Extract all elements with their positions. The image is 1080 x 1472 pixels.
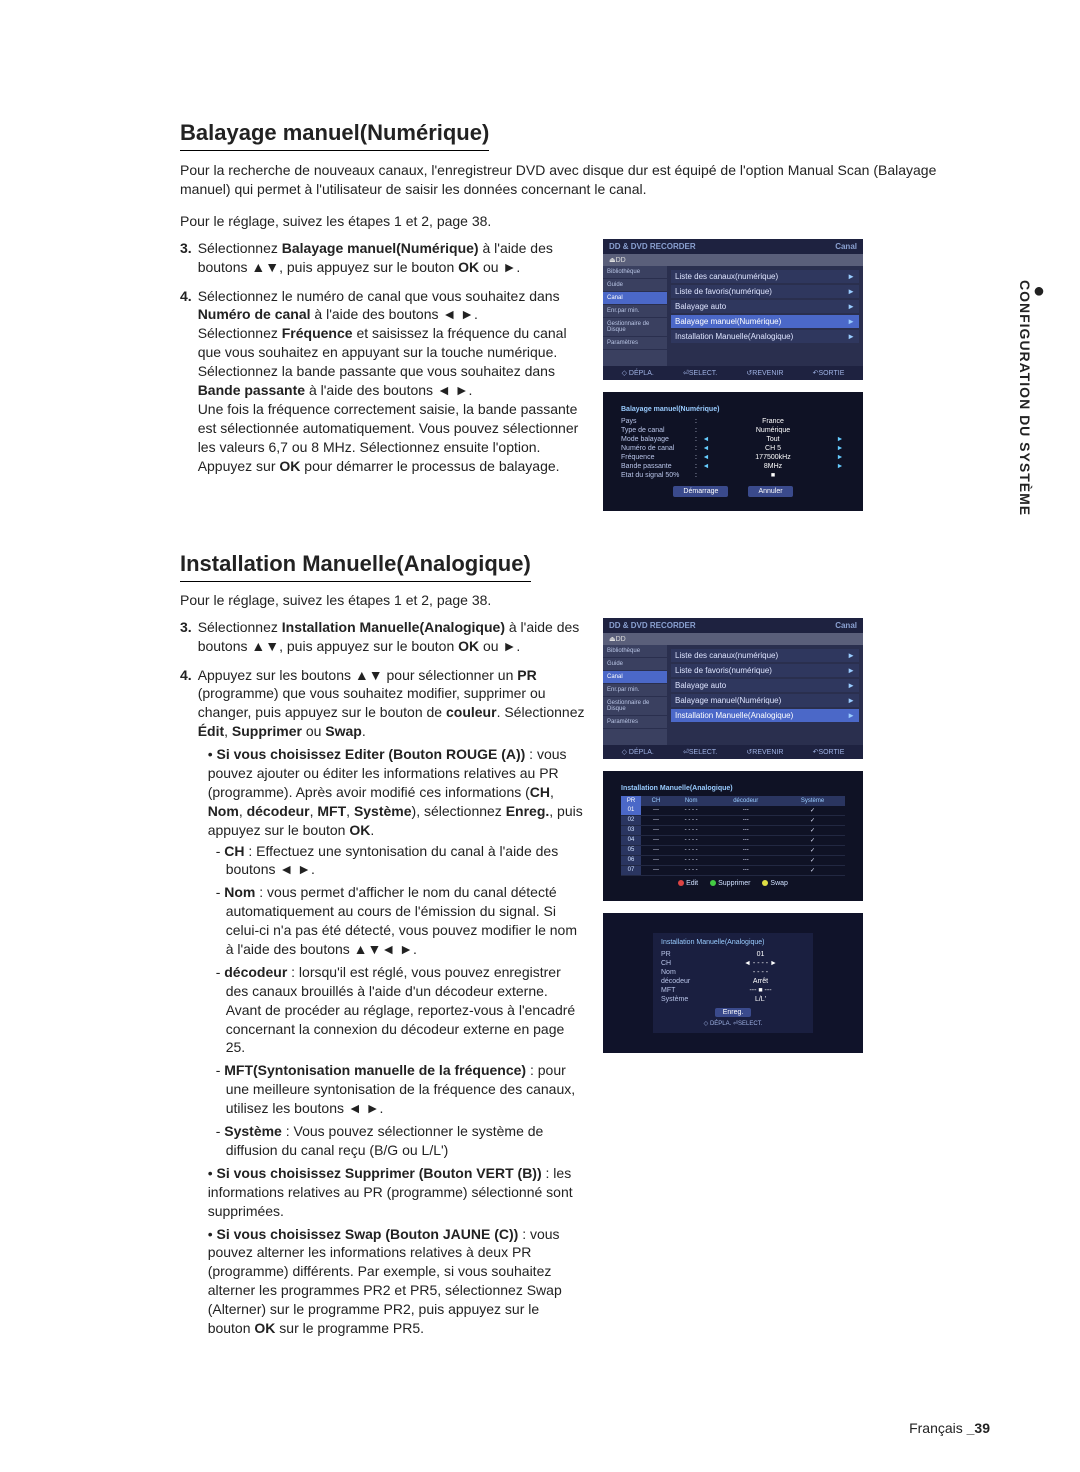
section2-step0: Pour le réglage, suivez les étapes 1 et … [180,592,990,608]
s1-step4: 4. Sélectionnez le numéro de canal que v… [180,287,585,476]
screenshot-balayage-params: Balayage manuel(Numérique) Pays:FranceTy… [603,392,863,511]
s1-step3: 3. Sélectionnez Balayage manuel(Numériqu… [180,239,585,277]
section1-intro: Pour la recherche de nouveaux canaux, l'… [180,161,990,199]
page-content: Balayage manuel(Numérique) Pour la reche… [0,0,1080,1392]
section1-title: Balayage manuel(Numérique) [180,120,489,151]
screenshot-analogique-edit: Installation Manuelle(Analogique) PR01CH… [603,913,863,1053]
section2-title: Installation Manuelle(Analogique) [180,551,531,582]
screenshot-analogique-table: Installation Manuelle(Analogique) PRCHNo… [603,771,863,901]
section1-step0: Pour le réglage, suivez les étapes 1 et … [180,213,990,229]
screenshot-menu-numerique: DD & DVD RECORDERCanal ⏏DD BibliothèqueG… [603,239,863,380]
page-footer: Français _39 [909,1420,990,1436]
s2-step4: 4. Appuyez sur les boutons ▲▼ pour sélec… [180,666,585,1342]
s2-step3: 3. Sélectionnez Installation Manuelle(An… [180,618,585,656]
side-tab: ●CONFIGURATION DU SYSTÈME [1017,280,1046,516]
screenshot-menu-analogique: DD & DVD RECORDERCanal ⏏DD BibliothèqueG… [603,618,863,759]
